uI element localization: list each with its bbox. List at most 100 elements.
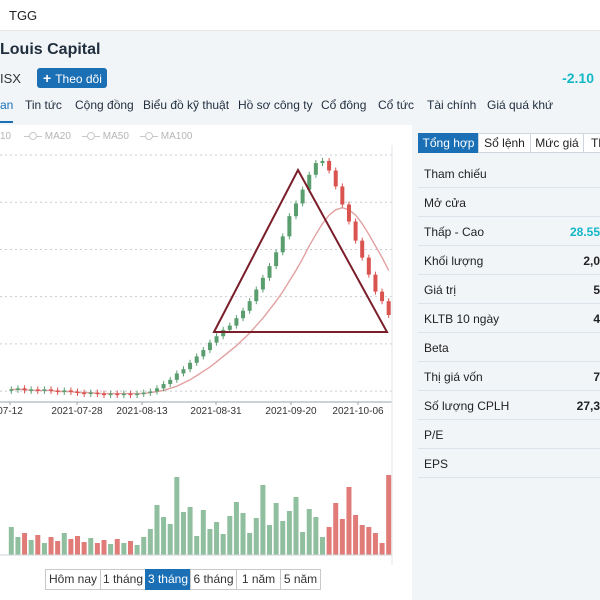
x-tick-label: 2021-07-28 — [51, 406, 103, 417]
summary-label: Mở cửa — [424, 196, 466, 210]
volume-bar — [306, 509, 312, 555]
volume-bar — [280, 521, 286, 555]
summary-value: 27,3 — [576, 399, 600, 413]
volume-bar — [379, 543, 385, 555]
summary-row: Số lượng CPLH 27,3 — [418, 391, 600, 420]
summary-label: Giá trị — [424, 283, 457, 297]
candle-body — [366, 257, 371, 275]
volume-bar — [180, 512, 186, 555]
tab-company-profile[interactable]: Hồ sơ công ty — [238, 98, 313, 112]
triangle-pattern — [212, 167, 389, 333]
volume-bar — [313, 517, 319, 555]
volume-bar — [121, 543, 127, 555]
tab-order-book[interactable]: Sổ lệnh — [478, 133, 531, 153]
volume-bar — [8, 527, 14, 555]
candle-body — [207, 342, 212, 351]
x-tick-label: 2021-08-31 — [190, 406, 242, 417]
range-3m-button[interactable]: 3 tháng — [145, 569, 191, 590]
volume-bar — [220, 534, 226, 555]
summary-row: EPS — [418, 449, 600, 478]
exchange-label: ISX — [0, 71, 21, 86]
tab-more[interactable]: Th — [583, 133, 600, 153]
volume-bar — [61, 533, 67, 555]
candle-body — [333, 170, 338, 187]
candle-body — [174, 373, 179, 380]
volume-bar — [15, 537, 21, 555]
tab-community[interactable]: Cộng đồng — [75, 98, 134, 112]
summary-row: Thị giá vốn 7 — [418, 362, 600, 391]
candle-body — [15, 388, 20, 390]
candle-body — [320, 160, 325, 164]
follow-button[interactable]: + Theo dõi — [37, 68, 107, 88]
candle-body — [121, 393, 126, 396]
summary-label: P/E — [424, 428, 444, 442]
candle-body — [62, 390, 67, 392]
candle-body — [280, 236, 285, 253]
x-tick-label: 2021-08-13 — [116, 406, 168, 417]
summary-label: Tham chiếu — [424, 167, 487, 181]
volume-bar — [366, 527, 372, 555]
tab-summary[interactable]: Tổng hợp — [418, 133, 479, 153]
volume-bar — [161, 517, 167, 555]
candle-body — [68, 390, 73, 392]
candle-body — [353, 221, 358, 241]
volume-bar — [339, 519, 345, 555]
summary-row: Beta — [418, 333, 600, 362]
tab-price-history[interactable]: Giá quá khứ — [487, 98, 554, 112]
moving-average-line — [11, 206, 390, 395]
company-name: Louis Capital — [0, 41, 101, 58]
price-chart-panel: 10 MA20 MA50 MA100 07-12 2021-07-28 2021-0… — [0, 125, 408, 600]
candle-body — [294, 203, 298, 217]
summary-label: Beta — [424, 341, 449, 355]
range-6m-button[interactable]: 6 tháng — [190, 569, 237, 590]
range-1m-button[interactable]: 1 tháng — [100, 569, 146, 590]
tab-financials[interactable]: Tài chính — [427, 98, 477, 112]
volume-bar — [35, 535, 41, 555]
volume-bar — [386, 475, 392, 555]
tab-dividends[interactable]: Cổ tức — [378, 98, 415, 112]
summary-row: KLTB 10 ngày 4 — [418, 304, 600, 333]
summary-value: 2,0 — [583, 254, 600, 268]
candle-body — [194, 356, 199, 363]
candle-body — [227, 325, 232, 330]
volume-bar — [127, 541, 133, 555]
volume-bar — [28, 540, 34, 555]
tab-overview[interactable]: an — [0, 97, 14, 123]
tab-shareholders[interactable]: Cổ đông — [321, 98, 367, 112]
tab-price-levels[interactable]: Mức giá — [530, 133, 584, 153]
top-bar: TGG — [0, 0, 600, 31]
summary-label: Thấp - Cao — [424, 225, 485, 239]
candle-body — [148, 391, 153, 393]
volume-bar — [319, 537, 325, 555]
candle-body — [115, 393, 120, 396]
candle-body — [141, 392, 146, 395]
candle-body — [373, 274, 378, 292]
summary-label: Số lượng CPLH — [424, 399, 510, 413]
range-1y-button[interactable]: 1 năm — [236, 569, 281, 590]
plus-icon: + — [43, 70, 52, 86]
candle-body — [108, 393, 113, 396]
volume-bar — [286, 511, 292, 555]
candlestick-chart[interactable]: 07-12 2021-07-28 2021-08-13 2021-08-31 2021-… — [0, 125, 408, 565]
volume-bar — [194, 536, 200, 555]
tab-news[interactable]: Tin tức — [25, 98, 62, 112]
volume-bar — [372, 533, 378, 555]
volume-bar — [300, 532, 306, 555]
legend-marker-icon — [24, 132, 42, 141]
candle-body — [188, 362, 193, 370]
candle-body — [221, 329, 226, 337]
legend-item-ma10[interactable]: 10 — [0, 131, 12, 142]
volume-bar — [346, 487, 352, 555]
volume-bar — [227, 516, 233, 555]
legend-item-ma20[interactable]: MA20 — [24, 131, 71, 142]
volume-bar — [207, 529, 213, 555]
legend-item-ma100[interactable]: MA100 — [140, 131, 192, 142]
volume-bar — [41, 543, 47, 555]
tab-technical-chart[interactable]: Biểu đồ kỹ thuật — [143, 98, 230, 112]
range-5y-button[interactable]: 5 năm — [280, 569, 321, 590]
candle-body — [380, 291, 385, 302]
summary-row: Thấp - Cao 28.55 — [418, 217, 600, 246]
volume-bar — [273, 503, 279, 555]
range-today-button[interactable]: Hôm nay — [45, 569, 101, 590]
legend-item-ma50[interactable]: MA50 — [82, 131, 129, 142]
